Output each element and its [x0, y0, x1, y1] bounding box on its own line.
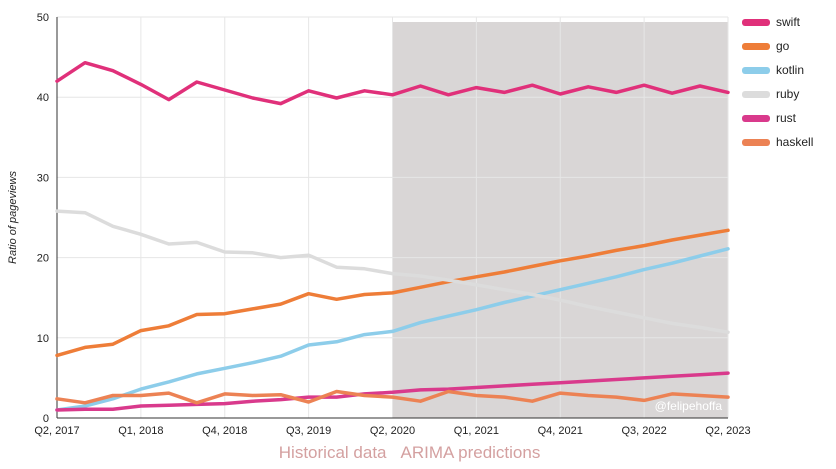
legend: swift go kotlin ruby rust haskell	[742, 15, 813, 149]
axes: 0 10 20 30 40 50 Q2, 2017 Q1, 2018 Q4, 2018 Q3, 2…	[34, 12, 750, 437]
series-line-kotlin	[55, 247, 730, 412]
legend-swatch-ruby	[742, 91, 770, 98]
y-tick-label: 20	[37, 253, 49, 265]
legend-label-ruby: ruby	[776, 87, 799, 101]
x-tick-label: Q1, 2018	[118, 425, 163, 437]
series-line-ruby	[55, 209, 730, 334]
arima-predictions-label: ARIMA predictions	[401, 443, 541, 462]
y-tick-label: 10	[37, 333, 49, 345]
series-line-go	[55, 228, 730, 358]
historical-data-label: Historical data	[279, 443, 387, 462]
x-tick-label: Q2, 2020	[370, 425, 415, 437]
series-line-rust	[55, 371, 730, 412]
x-tick-label: Q1, 2021	[454, 425, 499, 437]
y-tick-label: 30	[37, 172, 49, 184]
legend-swatch-swift	[742, 19, 770, 26]
x-tick-label: Q3, 2019	[286, 425, 331, 437]
x-tick-label: Q3, 2022	[621, 425, 666, 437]
x-tick-label: Q2, 2017	[34, 425, 79, 437]
legend-label-haskell: haskell	[776, 135, 813, 149]
legend-swatch-kotlin	[742, 67, 770, 74]
legend-label-go: go	[776, 39, 790, 53]
x-tick-label: Q4, 2021	[538, 425, 583, 437]
watermark-annotation: @felipehoffa	[655, 399, 723, 413]
x-tick-label: Q2, 2023	[705, 425, 750, 437]
series-line-haskell	[55, 389, 730, 405]
y-tick-label: 40	[37, 92, 49, 104]
y-axis-label: Ratio of pageviews	[7, 171, 19, 264]
legend-swatch-go	[742, 43, 770, 50]
y-tick-label: 0	[43, 413, 49, 425]
series-line-swift	[55, 60, 730, 106]
series-lines	[55, 60, 730, 412]
legend-label-kotlin: kotlin	[776, 63, 804, 77]
y-tick-label: 50	[37, 12, 49, 24]
legend-swatch-haskell	[742, 139, 770, 146]
legend-swatch-rust	[742, 115, 770, 122]
x-tick-label: Q4, 2018	[202, 425, 247, 437]
legend-label-rust: rust	[776, 111, 797, 125]
legend-label-swift: swift	[776, 15, 801, 29]
